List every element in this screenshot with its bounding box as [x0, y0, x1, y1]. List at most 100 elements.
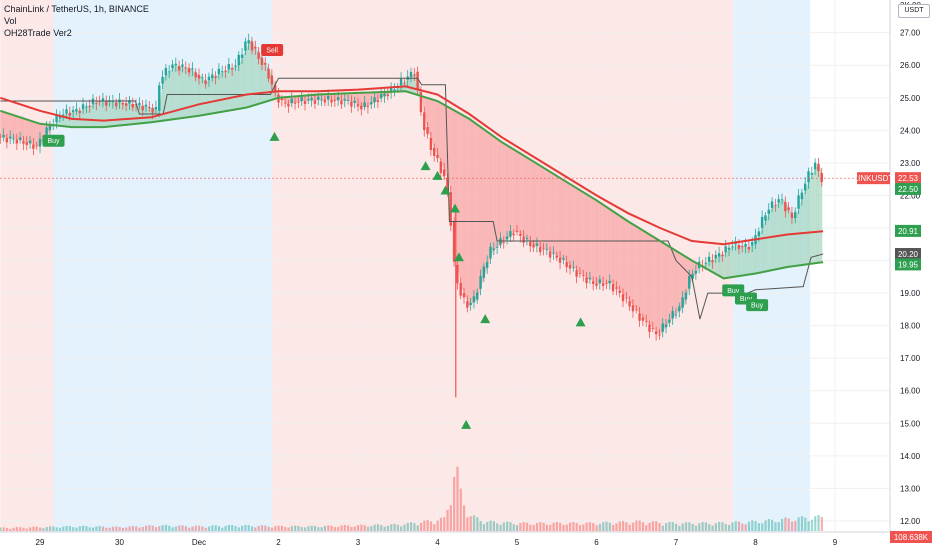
- candle-body: [5, 137, 9, 143]
- candle-body: [95, 102, 98, 104]
- volume-bar: [313, 526, 317, 531]
- candle-body: [565, 262, 568, 268]
- candle-body: [124, 103, 128, 106]
- volume-bar: [32, 526, 35, 531]
- symbol-title: ChainLink / TetherUS, 1h, BINANCE: [4, 4, 149, 14]
- volume-bar: [777, 522, 780, 531]
- candle-body: [803, 183, 807, 191]
- candle-body: [436, 154, 439, 158]
- candle-body: [512, 233, 515, 236]
- candle-body: [767, 209, 770, 214]
- symbol-price-tag-label: LINKUSDT: [854, 174, 894, 183]
- volume-bar: [545, 524, 549, 531]
- candle-body: [257, 52, 260, 59]
- candle-body: [585, 277, 588, 284]
- candle-body: [68, 112, 72, 116]
- volume-bar: [718, 521, 721, 531]
- volume-bar: [333, 527, 337, 531]
- trend-fill: [796, 209, 799, 266]
- candle-body: [270, 75, 274, 85]
- trend-fill: [253, 43, 255, 106]
- trend-fill: [551, 172, 554, 254]
- sell-signal-tag: [261, 43, 284, 56]
- volume-bar: [754, 520, 757, 531]
- volume-bar: [499, 524, 502, 531]
- trend-fill: [652, 236, 654, 329]
- volume-bar: [807, 521, 810, 531]
- trend-fill: [734, 244, 737, 277]
- candle-body: [810, 172, 814, 175]
- volume-bar: [638, 520, 641, 531]
- axis-price-tag-label: 108.638K: [894, 533, 929, 542]
- trend-fill: [536, 163, 538, 247]
- volume-bar: [264, 525, 267, 531]
- trend-fill: [168, 70, 171, 120]
- volume-bar: [615, 523, 618, 531]
- volume-bar: [148, 525, 151, 531]
- x-tick-label: 6: [594, 538, 599, 547]
- trend-fill: [631, 223, 634, 306]
- volume-bar: [353, 526, 356, 531]
- candle-body: [764, 215, 767, 221]
- candle-body: [426, 127, 429, 135]
- candle-body: [807, 171, 810, 183]
- volume-bar: [572, 522, 575, 531]
- trend-fill: [224, 70, 227, 112]
- currency-button[interactable]: USDT: [898, 4, 930, 18]
- trend-fill: [507, 145, 510, 240]
- trend-fill: [466, 117, 468, 303]
- trend-fill: [696, 263, 699, 273]
- trend-fill: [200, 76, 203, 116]
- trend-fill: [254, 45, 257, 106]
- candle-body: [366, 106, 370, 108]
- trend-fill: [459, 113, 462, 287]
- trend-fill: [548, 171, 551, 252]
- trend-fill: [332, 93, 335, 100]
- trend-fill: [741, 245, 743, 276]
- trend-fill: [656, 239, 659, 334]
- volume-bar: [55, 527, 58, 531]
- candle-body: [548, 251, 552, 258]
- volume-bar: [211, 525, 214, 531]
- volume-bar: [297, 525, 300, 531]
- trend-fill: [167, 72, 169, 121]
- volume-bar: [817, 515, 820, 531]
- candle-body: [704, 262, 708, 264]
- volume-bar: [651, 521, 655, 531]
- trend-fill: [664, 243, 667, 329]
- axis-price-tag-label: 19.95: [898, 260, 919, 269]
- trend-fill: [489, 133, 492, 260]
- trend-fill: [482, 128, 484, 284]
- candle-body: [164, 68, 168, 76]
- trend-fill: [229, 68, 231, 111]
- volume-bar: [542, 522, 545, 531]
- trend-fill: [259, 53, 262, 104]
- volume-bar: [363, 525, 366, 531]
- candle-body: [780, 199, 784, 201]
- trend-fill: [286, 96, 289, 105]
- volume-bar: [436, 520, 439, 531]
- volume-bar: [747, 521, 751, 531]
- trend-fill: [725, 251, 727, 279]
- candle-body: [535, 243, 539, 246]
- candle-body: [38, 138, 42, 147]
- candle-body: [794, 211, 797, 219]
- trend-fill: [626, 220, 629, 300]
- volume-bar: [92, 527, 95, 531]
- trend-fill: [590, 196, 592, 281]
- volume-bar: [559, 522, 562, 531]
- volume-bar: [337, 526, 340, 531]
- candle-body: [399, 78, 403, 86]
- candle-body: [78, 110, 81, 113]
- candle-body: [194, 72, 197, 78]
- trend-fill: [623, 218, 626, 297]
- candle-body: [562, 258, 565, 260]
- candle-body: [386, 94, 390, 97]
- volume-bar: [15, 527, 19, 531]
- candle-body: [65, 109, 68, 114]
- candle-body: [297, 101, 300, 103]
- trend-fill: [63, 113, 66, 127]
- volume-bar: [386, 525, 390, 531]
